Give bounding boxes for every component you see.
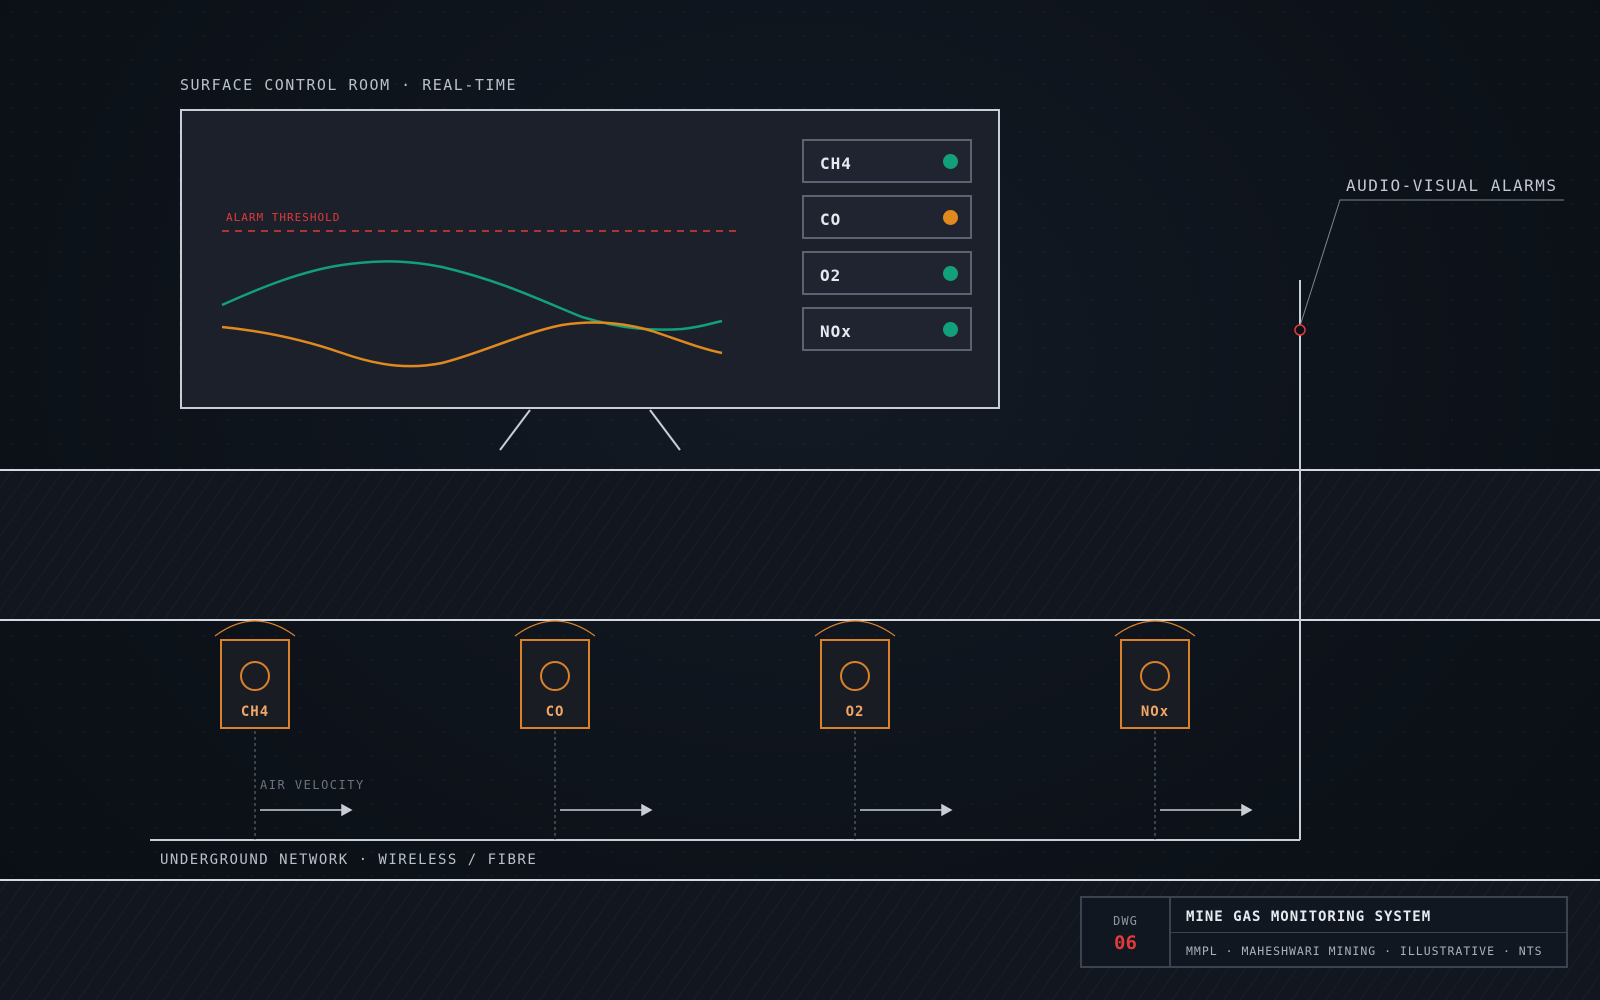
dwg-number: 06 [1114,932,1137,954]
gas-status-name: O2 [820,266,842,285]
status-indicator [943,266,958,281]
gas-status-name: NOx [820,322,852,341]
floor-line [0,879,1600,881]
trend-line-orange [221,321,723,368]
drawing-subtitle: MMPL · MAHESHWARI MINING · ILLUSTRATIVE … [1186,944,1543,958]
sensor-nox: NOx [1120,639,1190,729]
drawing-title: MINE GAS MONITORING SYSTEM [1186,909,1432,925]
gas-trend-chart [221,230,742,368]
sensor-icon [840,661,870,691]
wireless-signal-icons [214,620,1196,654]
sensor-label: O2 [845,704,865,720]
audio-visual-alarms-label: AUDIO-VISUAL ALARMS [1346,176,1558,195]
underground-network-label: UNDERGROUND NETWORK · WIRELESS / FIBRE [160,852,538,868]
control-room-label: SURFACE CONTROL ROOM · REAL-TIME [180,76,517,94]
gas-status-list: CH4 CO O2 NOx [802,139,972,363]
status-indicator [943,210,958,225]
trend-line-green [221,260,723,331]
gas-status-name: CH4 [820,154,852,173]
status-indicator [943,322,958,337]
gas-status-nox: NOx [802,307,972,351]
sensor-icon [1140,661,1170,691]
gas-status-o2: O2 [802,251,972,295]
alarm-threshold-label: ALARM THRESHOLD [226,211,341,224]
air-velocity-label: AIR VELOCITY [260,778,365,792]
sensor-label: CH4 [240,704,270,720]
airflow-arrows [260,803,1253,817]
status-indicator [943,154,958,169]
sensor-icon [240,661,270,691]
ground-strata [0,470,1600,620]
control-room-monitor: ALARM THRESHOLD CH4 CO O2 NOx [180,109,1000,409]
drawing-number-cell: DWG 06 [1082,898,1171,966]
gas-status-ch4: CH4 [802,139,972,183]
sensor-label: CO [545,704,565,720]
gas-status-co: CO [802,195,972,239]
roof-line [0,619,1600,621]
sensor-label: NOx [1140,704,1170,720]
gas-status-name: CO [820,210,842,229]
sensor-co: CO [520,639,590,729]
dwg-label: DWG [1113,914,1138,928]
alarm-icon [1294,324,1306,336]
sensor-ch4: CH4 [220,639,290,729]
drawing-title-block: DWG 06 MINE GAS MONITORING SYSTEM MMPL ·… [1080,896,1568,968]
sensor-o2: O2 [820,639,890,729]
surface-line [0,469,1600,471]
title-divider [1171,932,1566,933]
alarm-leader-line [1299,199,1564,327]
sensor-icon [540,661,570,691]
